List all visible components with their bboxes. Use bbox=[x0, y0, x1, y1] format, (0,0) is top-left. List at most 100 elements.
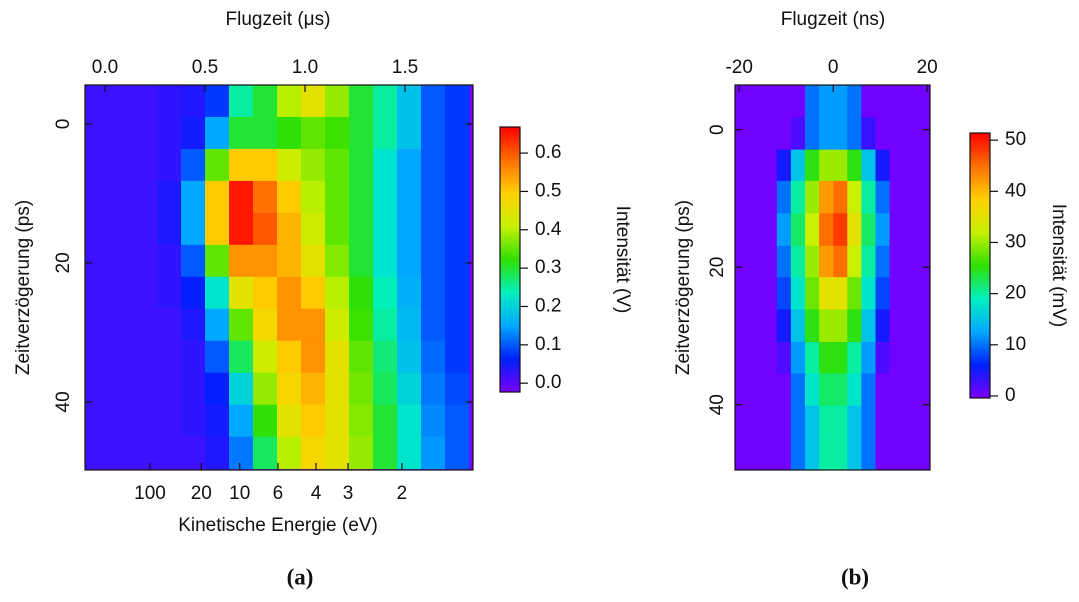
colorbar-tick-label: 0.2 bbox=[535, 295, 561, 316]
heatmap-cell bbox=[277, 148, 302, 182]
heatmap-cell bbox=[861, 116, 876, 150]
heatmap-cell bbox=[277, 276, 302, 310]
heatmap-cell bbox=[889, 85, 905, 118]
heatmap-cell bbox=[349, 404, 374, 438]
x-tick-label: 0.5 bbox=[192, 57, 218, 78]
heatmap-cell bbox=[805, 277, 820, 310]
colorbar-tick-label: 20 bbox=[1005, 283, 1026, 304]
heatmap-cell bbox=[917, 342, 930, 375]
heatmap-cell bbox=[349, 308, 374, 342]
heatmap-cell bbox=[819, 149, 834, 182]
x2-tick-label: 10 bbox=[229, 483, 250, 504]
heatmap-cell bbox=[847, 213, 862, 247]
heatmap-cell bbox=[917, 245, 930, 278]
heatmap-cell bbox=[85, 212, 110, 246]
heatmap-cell bbox=[776, 405, 792, 439]
heatmap-cell bbox=[85, 436, 110, 470]
heatmap-cell bbox=[875, 438, 891, 470]
heatmap-cell bbox=[109, 340, 134, 374]
heatmap-cell bbox=[325, 436, 350, 470]
heatmap-cell bbox=[917, 213, 930, 247]
heatmap-cell bbox=[445, 85, 470, 118]
y-tick-label: 20 bbox=[707, 257, 728, 278]
heatmap-cell bbox=[229, 308, 254, 342]
heatmap-cell bbox=[889, 277, 905, 310]
colorbar-title: Intensität (mV) bbox=[1048, 204, 1069, 328]
heatmap-cell bbox=[917, 149, 930, 182]
heatmap-cell bbox=[325, 180, 350, 214]
heatmap-cell bbox=[748, 373, 764, 407]
heatmap-cell bbox=[776, 342, 792, 375]
heatmap-cell bbox=[735, 309, 750, 343]
heatmap-cell bbox=[762, 85, 778, 118]
colorbar bbox=[969, 132, 991, 399]
heatmap-cell bbox=[109, 436, 134, 470]
heatmap-cell bbox=[762, 116, 778, 150]
heatmap-cell bbox=[875, 373, 891, 407]
heatmap-cell bbox=[776, 309, 792, 343]
heatmap-cell bbox=[301, 436, 326, 470]
heatmap-cell bbox=[397, 436, 422, 470]
heatmap-cell bbox=[85, 404, 110, 438]
heatmap-cell bbox=[157, 85, 182, 118]
heatmap-cell bbox=[861, 373, 876, 407]
heatmap-cell bbox=[833, 180, 848, 214]
heatmap-cell bbox=[776, 85, 792, 118]
heatmap-cell bbox=[889, 309, 905, 343]
heatmap-cell bbox=[805, 116, 820, 150]
heatmap-cell bbox=[875, 85, 891, 118]
heatmap-cell bbox=[776, 149, 792, 182]
heatmap-cell bbox=[85, 148, 110, 182]
heatmap-cell bbox=[903, 342, 919, 375]
heatmap-cell bbox=[109, 276, 134, 310]
heatmap-cell bbox=[181, 212, 206, 246]
heatmap-cell bbox=[790, 342, 806, 375]
heatmap-cell bbox=[277, 404, 302, 438]
heatmap-cell bbox=[133, 116, 158, 150]
heatmap-cell bbox=[133, 244, 158, 278]
heatmap-cell bbox=[445, 436, 470, 470]
heatmap-cell bbox=[253, 244, 278, 278]
heatmap-cell bbox=[833, 116, 848, 150]
heatmap-cell bbox=[301, 244, 326, 278]
heatmap-cell bbox=[790, 277, 806, 310]
heatmap-cell bbox=[762, 277, 778, 310]
heatmap-cell bbox=[133, 212, 158, 246]
x2-tick-label: 4 bbox=[311, 483, 322, 504]
heatmap-cell bbox=[157, 404, 182, 438]
heatmap-cell bbox=[735, 245, 750, 278]
heatmap-cell bbox=[301, 116, 326, 150]
heatmap-cell bbox=[847, 342, 862, 375]
x2-tick-label: 6 bbox=[273, 483, 284, 504]
heatmap-cell bbox=[735, 342, 750, 375]
heatmap-cell bbox=[861, 245, 876, 278]
heatmap-cell bbox=[790, 116, 806, 150]
heatmap-cell bbox=[445, 148, 470, 182]
colorbar-tick-label: 0.4 bbox=[535, 219, 562, 240]
heatmap-cell bbox=[762, 373, 778, 407]
y-tick-label: 20 bbox=[53, 252, 74, 273]
heatmap-cell bbox=[181, 180, 206, 214]
y-tick-label: 0 bbox=[53, 119, 74, 130]
colorbar-title: Intensität (V) bbox=[612, 206, 633, 314]
heatmap-cell bbox=[253, 404, 278, 438]
heatmap-cell bbox=[109, 85, 134, 118]
heatmap-cell bbox=[421, 244, 446, 278]
heatmap-cell bbox=[325, 308, 350, 342]
heatmap-cell bbox=[421, 340, 446, 374]
heatmap-cell bbox=[762, 405, 778, 439]
heatmap-cell bbox=[847, 277, 862, 310]
heatmap-cell bbox=[397, 404, 422, 438]
heatmap-cell bbox=[735, 116, 750, 150]
heatmap-cell bbox=[861, 213, 876, 247]
heatmap-cell bbox=[397, 85, 422, 118]
colorbar-tick-label: 30 bbox=[1005, 231, 1026, 252]
heatmap-cell bbox=[205, 148, 230, 182]
heatmap-cell bbox=[819, 309, 834, 343]
heatmap-cell bbox=[229, 212, 254, 246]
panel-caption: (b) bbox=[841, 564, 869, 589]
heatmap-cell bbox=[735, 438, 750, 470]
heatmap-cell bbox=[421, 85, 446, 118]
colorbar-tick-label: 0.1 bbox=[535, 334, 561, 355]
